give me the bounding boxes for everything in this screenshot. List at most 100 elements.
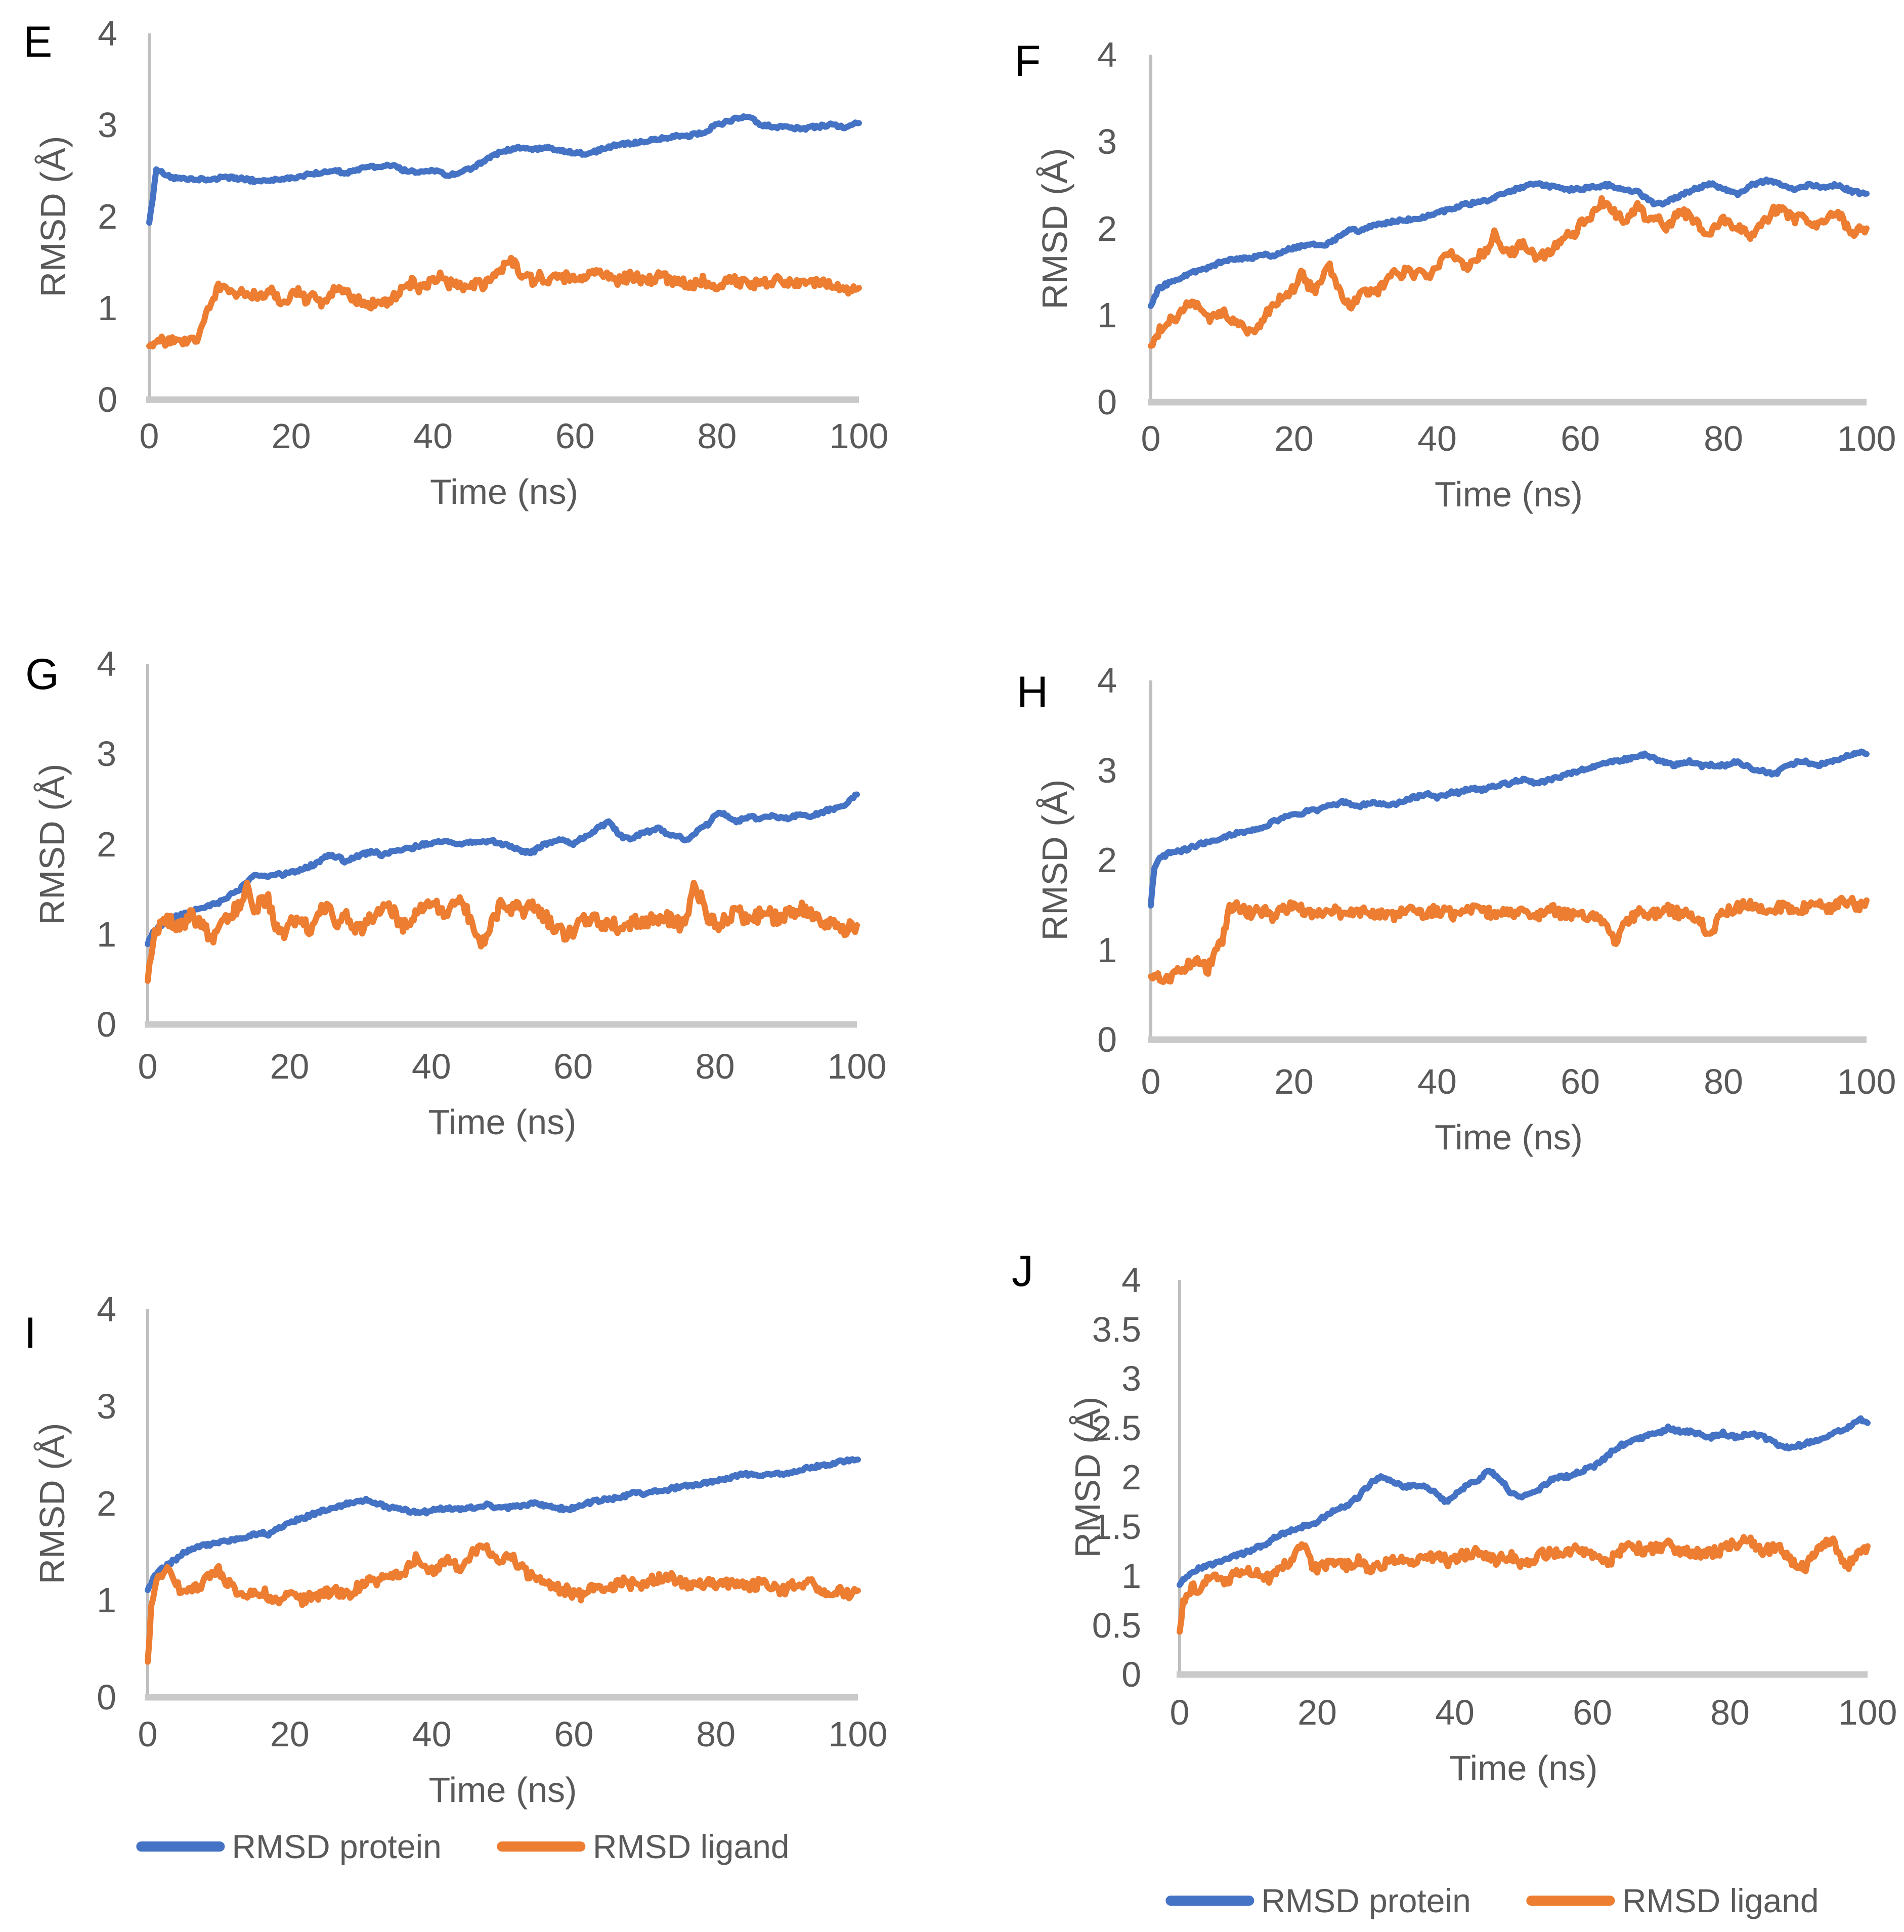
y-tick-label: 1 [1121,1556,1141,1596]
y-tick-label: 0 [1097,382,1117,422]
x-tick-label: 100 [1838,1693,1897,1732]
series-line-ligand [145,1542,861,1665]
y-tick-label: 0 [1097,1020,1117,1059]
x-tick-label: 80 [696,1714,736,1754]
x-tick-label: 60 [1561,1062,1600,1101]
series-line-protein [1148,176,1870,309]
y-tick-label: 2 [97,824,116,864]
x-tick-label: 40 [1435,1693,1475,1732]
legend-item-protein: RMSD protein [1165,1882,1471,1919]
y-tick-label: 4 [98,14,117,53]
x-tick-label: 0 [139,416,159,456]
series-line-protein [1148,748,1870,909]
legend: RMSD protein RMSD ligand [1165,1884,1819,1917]
y-tick-label: 3 [97,1386,116,1426]
y-tick-label: 4 [97,1290,116,1329]
y-tick-label: 0 [97,1005,116,1044]
y-tick-label: 3.5 [1092,1309,1141,1349]
legend-label-protein: RMSD protein [1261,1882,1471,1919]
legend-label-ligand: RMSD ligand [592,1828,790,1865]
panel-label: I [24,1309,36,1357]
y-tick-label: 1.5 [1092,1507,1141,1547]
y-tick-label: 1 [97,1580,116,1620]
y-tick-label: 3 [98,105,117,145]
x-axis-title: Time (ns) [1435,1118,1583,1157]
x-tick-label: 20 [271,416,311,456]
y-tick-label: 4 [97,644,116,683]
series-line-ligand [146,254,862,350]
y-tick-label: 4 [1097,661,1117,700]
x-tick-label: 100 [829,416,889,456]
x-tick-label: 0 [138,1047,158,1086]
x-tick-label: 60 [554,1714,594,1754]
y-tick-label: 4 [1097,35,1117,74]
x-tick-label: 40 [1417,419,1457,458]
y-tick-label: 3 [97,734,116,774]
x-tick-label: 100 [1837,419,1896,458]
legend-label-protein: RMSD protein [232,1828,442,1865]
x-axis-title: Time (ns) [428,1770,577,1810]
x-tick-label: 20 [1297,1693,1337,1732]
y-axis-title: RMSD (Å) [33,136,73,297]
legend-swatch-protein [136,1841,225,1852]
series-line-ligand [1148,894,1870,985]
series-line-protein [145,791,860,948]
legend-swatch-ligand [497,1841,586,1852]
y-tick-label: 0 [1121,1655,1141,1694]
x-tick-label: 100 [828,1714,888,1754]
y-axis-title: RMSD (Å) [32,763,72,925]
legend-swatch-ligand [1526,1896,1615,1906]
legend: RMSD protein RMSD ligand [136,1828,790,1865]
x-axis-title: Time (ns) [430,472,578,511]
panel-label: E [23,18,53,66]
y-tick-label: 1 [1097,930,1117,970]
panel-label: G [25,650,59,699]
y-tick-label: 1 [1097,295,1117,335]
x-tick-label: 80 [697,416,737,456]
y-tick-label: 0 [98,380,117,419]
series-line-protein [145,1456,861,1594]
y-tick-label: 4 [1121,1260,1141,1300]
y-tick-label: 0.5 [1092,1605,1141,1645]
x-tick-label: 0 [1141,1062,1161,1101]
panel-label: J [1012,1247,1033,1296]
y-tick-label: 2 [97,1483,116,1523]
y-tick-label: 2 [1097,840,1117,880]
x-tick-label: 0 [138,1714,158,1754]
series-line-ligand [145,880,860,984]
legend-swatch-protein [1165,1896,1254,1906]
panel-label: F [1014,37,1041,85]
legend-item-protein: RMSD protein [136,1828,442,1865]
legend-item-ligand: RMSD ligand [1526,1884,1819,1917]
x-tick-label: 20 [270,1047,310,1086]
x-tick-label: 60 [1573,1693,1612,1732]
x-tick-label: 20 [1274,419,1314,458]
y-tick-label: 3 [1097,750,1117,790]
x-axis-title: Time (ns) [1435,475,1583,514]
y-tick-label: 2.5 [1092,1408,1141,1448]
y-tick-label: 2 [98,197,117,236]
y-tick-label: 2 [1097,208,1117,248]
x-tick-label: 60 [555,416,595,456]
y-axis-title: RMSD (Å) [1035,148,1074,309]
y-tick-label: 2 [1121,1457,1141,1497]
x-tick-label: 100 [827,1047,887,1086]
y-axis-title: RMSD (Å) [1035,779,1074,941]
x-tick-label: 40 [412,1714,452,1754]
x-tick-label: 40 [1417,1062,1457,1101]
x-tick-label: 0 [1170,1693,1190,1732]
series-line-protein [146,113,862,226]
x-tick-label: 20 [270,1714,310,1754]
x-tick-label: 40 [413,416,453,456]
x-tick-label: 20 [1274,1062,1314,1101]
series-line-protein [1177,1415,1871,1588]
x-tick-label: 80 [695,1047,735,1086]
x-tick-label: 80 [1704,1062,1743,1101]
legend-item-ligand: RMSD ligand [497,1830,790,1863]
y-tick-label: 3 [1121,1359,1141,1398]
x-tick-label: 80 [1704,419,1743,458]
panel-label: H [1017,668,1049,716]
y-axis-title: RMSD (Å) [32,1423,72,1584]
x-axis-title: Time (ns) [428,1102,577,1142]
